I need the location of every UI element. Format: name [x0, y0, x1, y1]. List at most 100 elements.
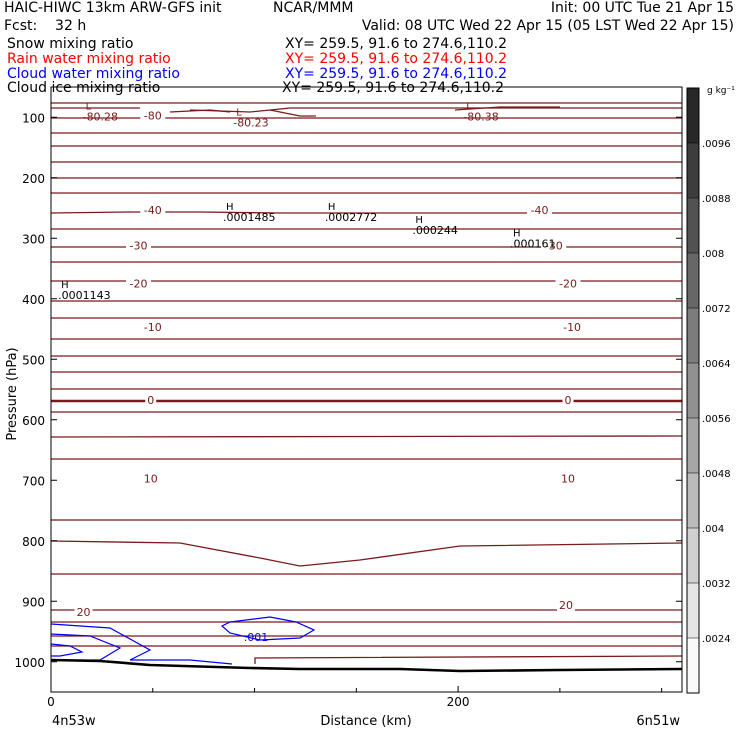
contour-label-bg: [141, 472, 160, 485]
temperature-contour-label: -80: [144, 109, 162, 122]
temperature-contour-label: 0: [565, 394, 572, 407]
contour-label-bg: [562, 393, 574, 406]
colorbar-segment: [687, 473, 699, 529]
contour-label-bg: [145, 393, 157, 406]
x-axis-title: Distance (km): [320, 714, 411, 729]
y-tick-label: 800: [22, 535, 45, 549]
extremum-value: .0002772: [325, 211, 378, 224]
contour-label-bg: [559, 321, 585, 334]
field-xy-snow: XY= 259.5, 91.6 to 274.6,110.2: [285, 36, 508, 52]
cloud-water-contour: [50, 643, 84, 657]
colorbar-tick-label: .008: [702, 249, 724, 260]
field-xy-rain: XY= 259.5, 91.6 to 274.6,110.2: [285, 51, 508, 67]
x-axis-start-location: 4n53w: [52, 714, 96, 729]
contour-label-bg: [541, 239, 567, 252]
temperature-contour: [169, 109, 231, 113]
temperature-contour-label: 10: [144, 472, 158, 485]
extremum-value: .000161: [510, 237, 555, 250]
colorbar-tick-label: .0064: [702, 359, 731, 370]
high-marker: H: [415, 215, 423, 226]
high-marker: H: [513, 228, 521, 239]
contour-label-bg: [126, 277, 152, 290]
colorbar-segment: [687, 253, 699, 309]
colorbar-segment: [687, 418, 699, 474]
colorbar-segment: [687, 143, 699, 199]
contour-label-bg: [140, 109, 166, 122]
contour-label-bg: [559, 472, 578, 485]
temperature-contour-label: -20: [130, 278, 148, 291]
colorbar-segment: [687, 638, 699, 694]
x-tick-label: 0: [47, 695, 55, 709]
terrain-surface: [50, 658, 683, 673]
low-marker: L: [236, 107, 242, 118]
contour-label-bg: [140, 203, 166, 216]
extremum-value: -80.38: [463, 110, 498, 123]
temperature-contour-label: -10: [144, 321, 162, 334]
temperature-contour: [50, 435, 683, 438]
y-tick-label: 700: [22, 474, 45, 488]
colorbar-segment: [687, 308, 699, 364]
colorbar-tick-label: .0048: [702, 469, 731, 480]
y-tick-label: 300: [22, 232, 45, 246]
colorbar-tick-label: .0056: [702, 414, 731, 425]
cloud-water-label: .001: [244, 631, 269, 644]
colorbar-frame: [686, 87, 700, 694]
temperature-contour: [269, 109, 316, 117]
valid-time: Valid: 08 UTC Wed 22 Apr 15 (05 LST Wed …: [361, 18, 734, 34]
temperature-contour-label: -30: [545, 240, 563, 253]
temperature-contour-label: -10: [563, 321, 581, 334]
x-axis-end-location: 6n51w: [636, 714, 680, 729]
colorbar-tick-label: .0024: [702, 634, 731, 645]
temperature-contour-label: 20: [77, 606, 91, 619]
temperature-contour: [50, 540, 683, 567]
temperature-contour: [50, 211, 682, 214]
high-marker: H: [226, 202, 234, 213]
y-tick-label: 1000: [14, 656, 45, 670]
temperature-contour-labels: -80 -40 -40 -30 -30 -20 -20 -10 -10 0 0 10 10 20 20: [74, 109, 585, 619]
extremum-value: -80.28: [83, 110, 118, 123]
contour-label-bg: [556, 598, 575, 611]
extremum-value: .0001143: [58, 289, 110, 302]
colorbar-tick-label: .004: [702, 524, 724, 535]
y-tick-label: 400: [22, 293, 45, 307]
field-name-snow: Snow mixing ratio: [7, 36, 134, 52]
cloud-water-contour: [50, 623, 233, 665]
init-time: Init: 00 UTC Tue 21 Apr 15: [550, 0, 734, 16]
extremum-value: .0001485: [223, 211, 276, 224]
temperature-contour-label: 20: [559, 599, 573, 612]
contour-label-bg: [527, 203, 553, 216]
high-marker: H: [328, 202, 336, 213]
y-tick-label: 200: [22, 172, 45, 186]
colorbar-segment: [687, 198, 699, 254]
forecast-hour: Fcst: 32 h: [4, 18, 87, 34]
colorbar-segment: [687, 363, 699, 419]
field-name-rain: Rain water mixing ratio: [7, 51, 171, 67]
temperature-contour-label: -40: [144, 204, 162, 217]
low-marker: L: [466, 101, 472, 112]
contour-label-bg: [126, 239, 152, 252]
colorbar-segment: [687, 583, 699, 639]
low-marker: L: [86, 101, 92, 112]
temperature-contour-label: -40: [531, 204, 549, 217]
temperature-contour-label: 10: [561, 472, 575, 485]
field-xy-cloud-ice: XY= 259.5, 91.6 to 274.6,110.2: [282, 80, 505, 96]
colorbar-segment: [687, 528, 699, 584]
x-axis: 0 200: [47, 686, 663, 709]
chart-org: NCAR/MMM: [273, 0, 354, 16]
temperature-contour-label: -20: [559, 278, 577, 291]
extremum-value: .000244: [412, 224, 458, 237]
colorbar-tick-label: .0096: [702, 139, 731, 150]
y-tick-label: 900: [22, 595, 45, 609]
temperature-contour-label: -30: [130, 240, 148, 253]
cloud-water-contours: [50, 616, 316, 665]
cloud-water-contour: [220, 616, 316, 641]
temperature-contour: [254, 655, 683, 664]
plot-frame: [50, 86, 683, 693]
field-xy-cloud-water: XY= 259.5, 91.6 to 274.6,110.2: [285, 66, 508, 82]
y-tick-label: 500: [22, 353, 45, 367]
contour-label-bg: [140, 321, 166, 334]
colorbar-tick-label: .0088: [702, 194, 731, 205]
y-axis-title: Pressure (hPa): [5, 347, 20, 440]
